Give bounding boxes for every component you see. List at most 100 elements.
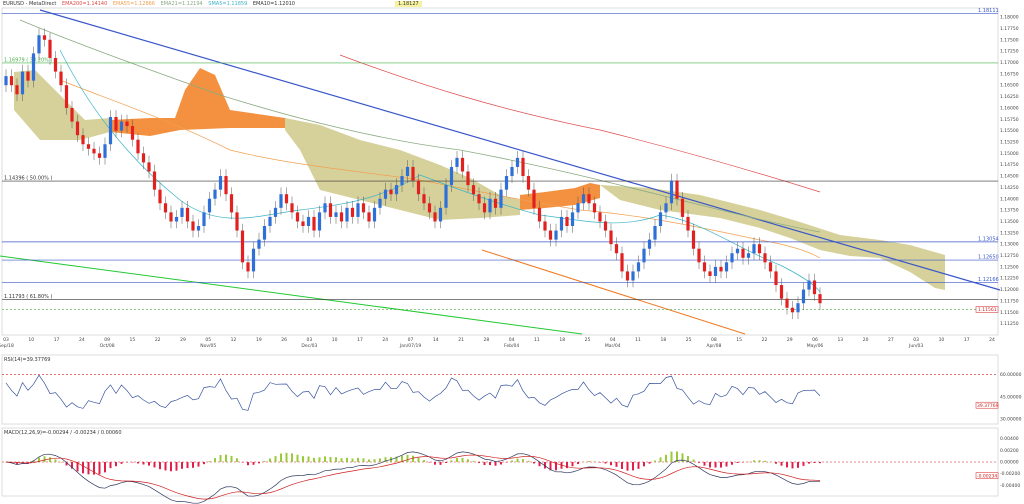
candle-body bbox=[130, 126, 135, 140]
macd-histogram-bar bbox=[797, 462, 799, 468]
candle-body bbox=[741, 248, 745, 258]
candle-body bbox=[180, 207, 184, 217]
candle-body bbox=[9, 76, 14, 86]
macd-histogram-bar bbox=[247, 462, 249, 466]
x-tick-label: 21 bbox=[458, 337, 464, 343]
candle-body bbox=[328, 203, 333, 217]
candle-body bbox=[262, 226, 267, 240]
candle-body bbox=[15, 85, 19, 95]
macd-histogram-bar bbox=[511, 460, 513, 462]
macd-histogram-bar bbox=[483, 462, 486, 466]
macd-histogram-bar bbox=[225, 454, 227, 462]
price-y-axis: 1.18000 1.17750 1.17500 1.17250 1.17000 1.167… bbox=[1000, 15, 1019, 328]
candle-body bbox=[647, 239, 652, 249]
price-tick-label: 1.13250 bbox=[1000, 230, 1019, 236]
candle-body bbox=[20, 71, 25, 95]
macd-histogram-bar bbox=[582, 461, 585, 463]
macd-histogram-bar bbox=[373, 459, 376, 462]
x-tick-label: 17 bbox=[357, 337, 363, 343]
candle-body bbox=[119, 121, 124, 131]
price-tick-label: 1.16250 bbox=[1000, 94, 1019, 100]
candle-body bbox=[53, 57, 58, 72]
price-tick-label: 1.14000 bbox=[1000, 196, 1019, 202]
macd-histogram-bar bbox=[769, 461, 772, 463]
macd-histogram-bar bbox=[571, 462, 574, 467]
macd-histogram-bar bbox=[725, 462, 728, 467]
macd-histogram-bar bbox=[346, 457, 348, 462]
macd-histogram-bar bbox=[654, 460, 656, 462]
x-tick-label: 17 bbox=[964, 337, 970, 343]
candle-body bbox=[103, 144, 107, 158]
price-tick-label: 1.17750 bbox=[1000, 26, 1019, 32]
price-tick-label: 1.12500 bbox=[1000, 264, 1019, 270]
macd-histogram-bar bbox=[269, 458, 271, 462]
candle-body bbox=[708, 271, 712, 276]
macd-histogram-bar bbox=[472, 461, 475, 462]
candle-body bbox=[807, 280, 811, 290]
x-tick-label: 03 bbox=[3, 337, 9, 343]
macd-tick-label: -0.00200 bbox=[1000, 471, 1020, 477]
x-tick-label: 09 bbox=[104, 337, 110, 343]
symbol-label: EURUSD - MetaDirect bbox=[3, 1, 57, 7]
macd-current-label: -0.00234 bbox=[977, 473, 997, 479]
ema10-label: EMA10=1.12010 bbox=[252, 1, 295, 7]
x-tick-label: 03 bbox=[913, 337, 919, 343]
x-tick-label: 17 bbox=[54, 337, 60, 343]
macd-histogram-bar bbox=[49, 457, 51, 462]
trendline-green[interactable] bbox=[0, 255, 583, 335]
x-tick-label: 10 bbox=[332, 337, 338, 343]
macd-histogram-bar bbox=[98, 462, 101, 475]
x-tick-label: 08 bbox=[711, 337, 717, 343]
ema21-line bbox=[59, 79, 821, 259]
macd-histogram-bar bbox=[478, 462, 480, 464]
price-tick-label: 1.16500 bbox=[1000, 83, 1019, 89]
x-tick-label: 12 bbox=[231, 337, 237, 343]
candle-body bbox=[614, 244, 619, 254]
rsi-y-axis: 60.00000 45.00000 30.00000 39.37769 bbox=[975, 372, 1022, 423]
price-tick-label: 1.12750 bbox=[1000, 253, 1019, 259]
macd-histogram-bar bbox=[632, 462, 634, 471]
macd-histogram-bar bbox=[142, 462, 145, 465]
candle-body bbox=[713, 266, 718, 276]
rsi-current-label: 39.37769 bbox=[977, 403, 999, 409]
price-tick-label: 1.15750 bbox=[1000, 117, 1019, 123]
rsi-tick-label: 45.00000 bbox=[1000, 394, 1022, 400]
macd-histogram-bar bbox=[395, 456, 398, 462]
macd-histogram-bar bbox=[456, 458, 458, 462]
macd-histogram-bar bbox=[329, 457, 332, 462]
rsi-line bbox=[5, 374, 821, 411]
macd-histogram-bar bbox=[291, 453, 293, 462]
price-tick-label: 1.12250 bbox=[1000, 276, 1019, 282]
macd-histogram-bar bbox=[604, 462, 607, 464]
price-tick-label: 1.13000 bbox=[1000, 242, 1019, 248]
candle-body bbox=[323, 203, 327, 213]
x-tick-label: 06 bbox=[812, 337, 818, 343]
candle-body bbox=[675, 180, 679, 199]
macd-histogram-bar bbox=[38, 457, 40, 462]
x-tick-label: 19 bbox=[256, 337, 262, 343]
candle-body bbox=[746, 253, 751, 258]
x-tick-label: 11 bbox=[534, 337, 540, 343]
macd-histogram-bar bbox=[302, 456, 304, 462]
x-tick-label: 18 bbox=[559, 337, 565, 343]
candle-body bbox=[559, 216, 564, 231]
trendline-orange[interactable] bbox=[481, 249, 746, 335]
price-tick-label: 1.17250 bbox=[1000, 49, 1019, 55]
macd-histogram-bar bbox=[522, 459, 524, 462]
candle-body bbox=[26, 71, 30, 81]
sma5-label: SMA5=1.11859 bbox=[208, 1, 248, 7]
candle-body bbox=[548, 230, 553, 240]
macd-histogram-bar bbox=[203, 462, 205, 465]
x-tick-label: 18 bbox=[660, 337, 666, 343]
price-tick-label: 1.11750 bbox=[1000, 298, 1019, 304]
level-label: 1.14396 ( 50.00% ) bbox=[4, 176, 52, 182]
x-tick-label: 03 bbox=[307, 337, 313, 343]
candle-body bbox=[543, 221, 547, 231]
candle-body bbox=[422, 194, 426, 204]
candle-body bbox=[620, 253, 624, 272]
macd-histogram-bar bbox=[544, 462, 546, 469]
macd-histogram-bar bbox=[676, 451, 678, 462]
trendline-blue[interactable] bbox=[39, 9, 1001, 291]
ema200-label: EMA200=1.14140 bbox=[61, 1, 108, 7]
